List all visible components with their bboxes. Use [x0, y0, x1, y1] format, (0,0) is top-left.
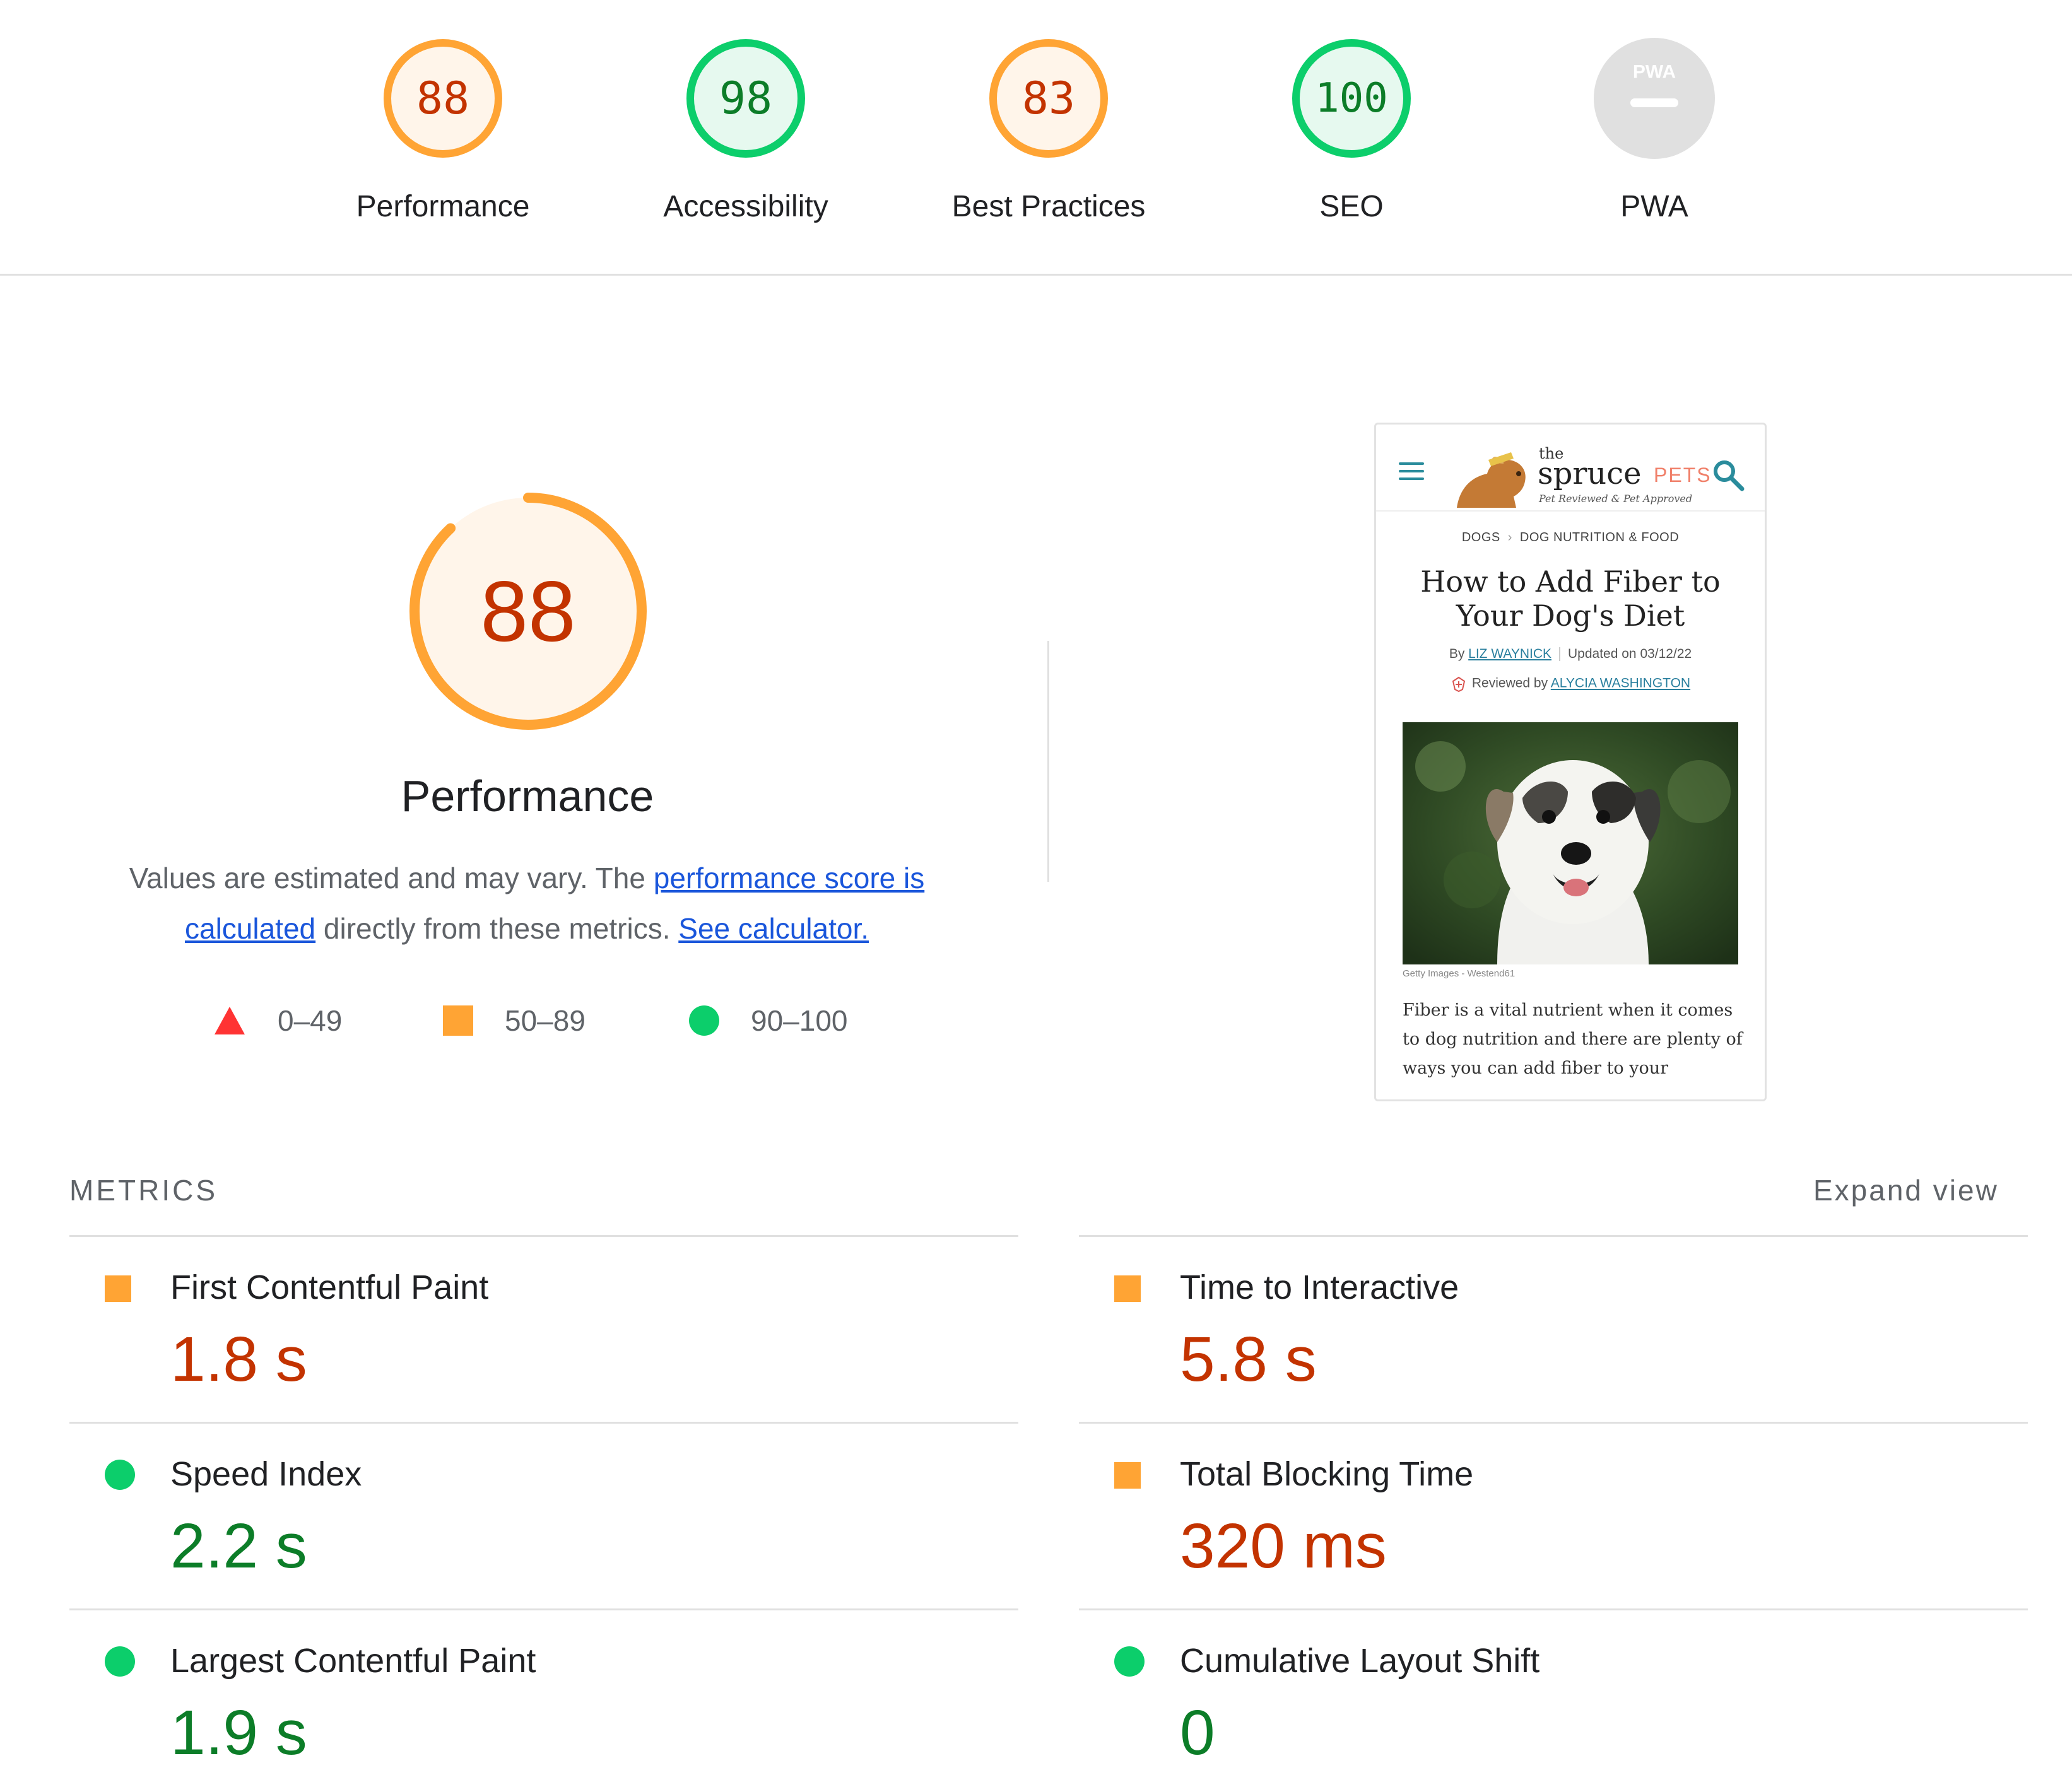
by-label: By — [1449, 647, 1469, 661]
page-screenshot-preview[interactable]: the spruce PETS Pet Reviewed & Pet Appro… — [1374, 423, 1767, 1101]
metric-si-label: Speed Index — [170, 1455, 362, 1493]
metric-lcp-label: Largest Contentful Paint — [170, 1642, 536, 1680]
pwa-badge-text: PWA — [1633, 62, 1676, 83]
preview-article-body: Fiber is a vital nutrient when it comes … — [1403, 1000, 1743, 1078]
preview-breadcrumb: DOGS › DOG NUTRITION & FOOD — [1376, 530, 1765, 545]
metric-fcp-label: First Contentful Paint — [170, 1268, 489, 1306]
breadcrumb-dogs: DOGS — [1461, 530, 1500, 544]
seo-gauge-arc — [1292, 39, 1411, 158]
average-square-icon — [1114, 1275, 1141, 1302]
logo-spruce-text: spruce — [1538, 456, 1642, 491]
performance-score-link[interactable]: performance score is calculated — [184, 862, 925, 945]
logo-the-text: the — [1539, 445, 1564, 462]
performance-gauge-arc — [384, 39, 502, 158]
byline-divider — [1559, 647, 1561, 662]
average-square-icon — [105, 1275, 131, 1302]
category-pwa[interactable]: PWA PWA — [1528, 35, 1781, 224]
pass-circle-icon — [1114, 1646, 1145, 1677]
metric-cls-value: 0 — [1180, 1697, 1215, 1768]
photo-credit: Getty Images - Westend61 — [1403, 968, 1516, 979]
performance-main-gauge: 88 — [409, 493, 647, 730]
hamburger-menu-icon — [1399, 462, 1424, 481]
category-accessibility[interactable]: 98 Accessibility — [620, 35, 872, 224]
vertical-divider — [1047, 641, 1049, 882]
seo-gauge-score: 100 — [1315, 75, 1388, 122]
category-best-practices[interactable]: 83 Best Practices — [922, 35, 1175, 224]
pwa-badge: PWA — [1594, 38, 1715, 159]
description-text-2: directly from these metrics. — [315, 912, 679, 945]
see-calculator-link[interactable]: See calculator. — [678, 912, 869, 945]
search-icon — [1714, 460, 1745, 491]
metric-lcp-value: 1.9 s — [170, 1697, 307, 1768]
square-icon — [443, 1005, 473, 1036]
metrics-divider-left-2 — [69, 1422, 1018, 1424]
reviewed-label: Reviewed by — [1471, 676, 1551, 691]
best-practices-gauge-score: 83 — [1022, 73, 1075, 124]
best-practices-gauge-arc — [989, 39, 1108, 158]
legend-average-range: 50–89 — [505, 1004, 586, 1037]
dog-photo-image — [1403, 722, 1738, 964]
metric-cls-label: Cumulative Layout Shift — [1180, 1642, 1540, 1680]
expand-view-button[interactable]: Expand view — [1813, 1174, 1999, 1207]
best-practices-label: Best Practices — [951, 190, 1146, 223]
accessibility-gauge: 98 — [686, 39, 805, 158]
metric-tbt-label: Total Blocking Time — [1180, 1455, 1474, 1493]
main-gauge-score: 88 — [480, 563, 575, 659]
logo-tagline: Pet Reviewed & Pet Approved — [1539, 493, 1693, 505]
metrics-divider-left-3 — [69, 1608, 1018, 1610]
top-divider — [0, 274, 2072, 276]
legend-pass-range: 90–100 — [751, 1004, 848, 1037]
legend-pass: 90–100 — [689, 1002, 848, 1040]
breadcrumb-separator: › — [1507, 530, 1512, 544]
metrics-divider-left-1 — [69, 1235, 1018, 1237]
legend-average: 50–89 — [443, 1002, 586, 1040]
metrics-heading: METRICS — [69, 1174, 218, 1207]
description-text-1: Values are estimated and may vary. The — [129, 862, 654, 894]
seo-gauge: 100 — [1292, 39, 1411, 158]
preview-site-header: the spruce PETS Pet Reviewed & Pet Appro… — [1376, 425, 1765, 512]
logo-pets-text: PETS — [1654, 464, 1712, 486]
circle-icon — [689, 1005, 719, 1036]
seo-label: SEO — [1319, 190, 1384, 223]
accessibility-label: Accessibility — [663, 190, 828, 223]
preview-article-title: How to Add Fiber to Your Dog's Diet — [1420, 565, 1721, 633]
pwa-label: PWA — [1620, 190, 1688, 223]
vet-badge-icon — [1452, 676, 1466, 693]
legend-fail-range: 0–49 — [278, 1004, 343, 1037]
dog-logo-icon — [1457, 452, 1526, 508]
main-gauge-fill — [415, 498, 642, 725]
accessibility-gauge-score: 98 — [719, 73, 772, 124]
preview-byline: By LIZ WAYNICK Updated on 03/12/22 — [1376, 647, 1765, 662]
metrics-divider-right-1 — [1079, 1235, 2028, 1237]
performance-label: Performance — [356, 190, 530, 223]
updated-date: Updated on 03/12/22 — [1568, 647, 1692, 661]
metrics-divider-right-3 — [1079, 1608, 2028, 1610]
preview-reviewed: Reviewed by ALYCIA WASHINGTON — [1376, 676, 1765, 693]
metrics-divider-right-2 — [1079, 1422, 2028, 1424]
performance-description: Values are estimated and may vary. The p… — [69, 853, 984, 954]
average-square-icon — [1114, 1462, 1141, 1489]
author-name: LIZ WAYNICK — [1468, 647, 1552, 661]
performance-gauge-score: 88 — [416, 73, 469, 124]
metric-tti-label: Time to Interactive — [1180, 1268, 1459, 1306]
breadcrumb-dog-nutrition: DOG NUTRITION & FOOD — [1519, 530, 1680, 544]
category-seo[interactable]: 100 SEO — [1225, 35, 1478, 224]
pass-circle-icon — [105, 1460, 135, 1490]
pass-circle-icon — [105, 1646, 135, 1677]
reviewer-name: ALYCIA WASHINGTON — [1550, 676, 1691, 691]
category-performance[interactable]: 88 Performance — [317, 35, 569, 224]
pwa-dash-icon — [1630, 98, 1678, 107]
legend-fail: 0–49 — [213, 1002, 342, 1040]
performance-title: Performance — [401, 771, 654, 821]
metric-tbt-value: 320 ms — [1180, 1511, 1387, 1581]
accessibility-gauge-arc — [686, 39, 805, 158]
triangle-icon — [215, 1007, 245, 1034]
metric-tti-value: 5.8 s — [1180, 1324, 1317, 1395]
main-gauge-arc — [409, 493, 647, 730]
metric-si-value: 2.2 s — [170, 1511, 307, 1581]
best-practices-gauge: 83 — [989, 39, 1108, 158]
metric-fcp-value: 1.8 s — [170, 1324, 307, 1395]
performance-gauge: 88 — [384, 39, 502, 158]
